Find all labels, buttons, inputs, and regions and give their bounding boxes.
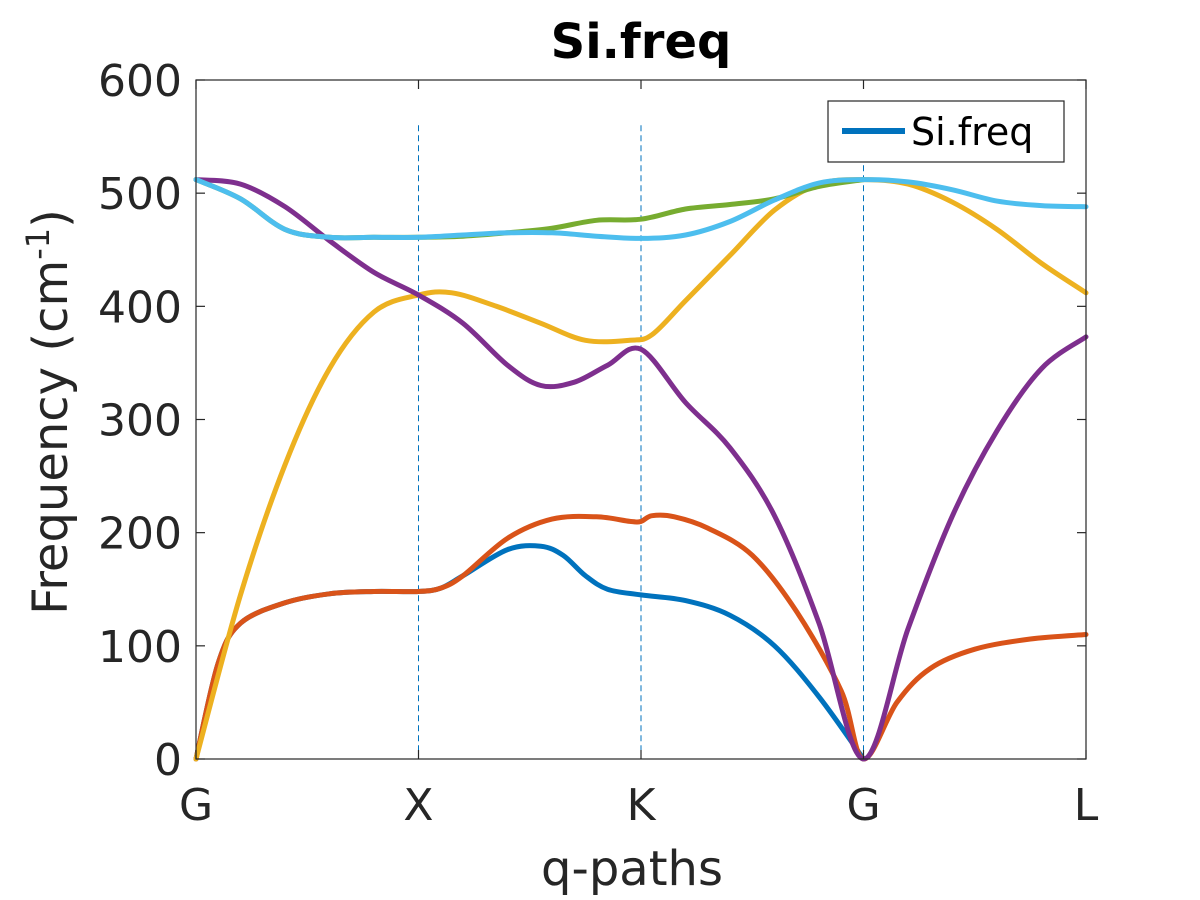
x-tick-label: K [627,780,657,831]
x-axis-label: q-paths [541,841,723,897]
phonon-branch-3 [193,177,1089,762]
y-tick-label: 0 [154,735,182,786]
y-tick-label: 200 [98,509,182,560]
phonon-branch-4 [193,177,1089,762]
y-tick-label: 100 [98,622,182,673]
x-tick-label: L [1074,780,1099,831]
x-tick-label: G [179,780,213,831]
phonon-branch-6 [193,177,1089,241]
x-tick-label: G [846,780,880,831]
chart-title: Si.freq [551,14,732,70]
y-tick-label: 500 [98,169,182,220]
y-axis-ticks: 0 100 200 300 400 500 600 [98,56,1086,786]
series-lines [193,177,1089,762]
y-axis-label-main: Frequency (cm [23,260,79,615]
y-axis-label: Frequency (cm-1) [19,209,79,615]
y-axis-label-superscript: -1 [19,228,57,260]
y-tick-label: 300 [98,396,182,447]
path-separator-lines [418,125,864,759]
y-tick-label: 400 [98,282,182,333]
x-tick-label: X [403,780,433,831]
legend: Si.freq [827,100,1065,163]
legend-label: Si.freq [911,110,1033,154]
y-axis-label-close: ) [23,209,79,228]
phonon-branch-2 [193,512,1089,762]
y-tick-label: 600 [98,56,182,107]
